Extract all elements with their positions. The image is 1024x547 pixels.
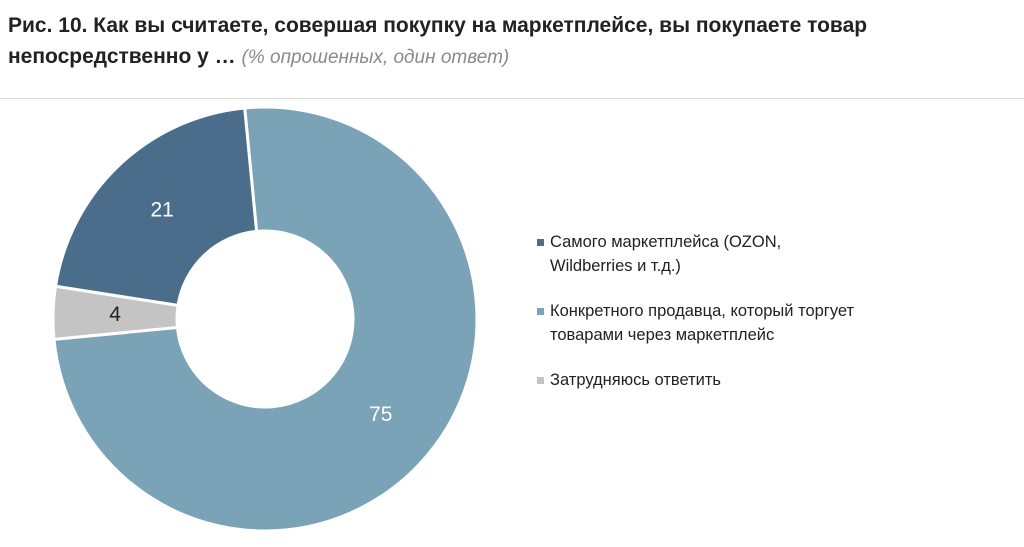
chart-legend: Самого маркетплейса (OZON, Wildberries и…: [537, 230, 867, 413]
legend-swatch-marketplace: [537, 239, 544, 246]
legend-item-seller: Конкретного продавца, который торгует то…: [537, 299, 867, 347]
legend-label-undecided: Затрудняюсь ответить: [550, 371, 722, 389]
title-divider: [0, 98, 1024, 99]
legend-swatch-seller: [537, 308, 544, 315]
legend-label-seller: Конкретного продавца, который торгует то…: [550, 302, 855, 344]
data-label-seller: 75: [369, 403, 392, 426]
donut-slice-seller: [52, 105, 479, 533]
data-label-undecided: 4: [109, 303, 121, 326]
donut-slice-marketplace: [53, 106, 259, 308]
legend-swatch-undecided: [537, 377, 544, 384]
chart-title-main: Рис. 10. Как вы считаете, совершая покуп…: [8, 14, 868, 68]
legend-item-marketplace: Самого маркетплейса (OZON, Wildberries и…: [537, 230, 867, 278]
data-label-marketplace: 21: [150, 198, 173, 221]
chart-title: Рис. 10. Как вы считаете, совершая покуп…: [8, 10, 1018, 73]
chart-title-sub: (% опрошенных, один ответ): [241, 47, 510, 68]
legend-label-marketplace: Самого маркетплейса (OZON, Wildberries и…: [550, 233, 782, 275]
legend-item-undecided: Затрудняюсь ответить: [537, 368, 867, 392]
